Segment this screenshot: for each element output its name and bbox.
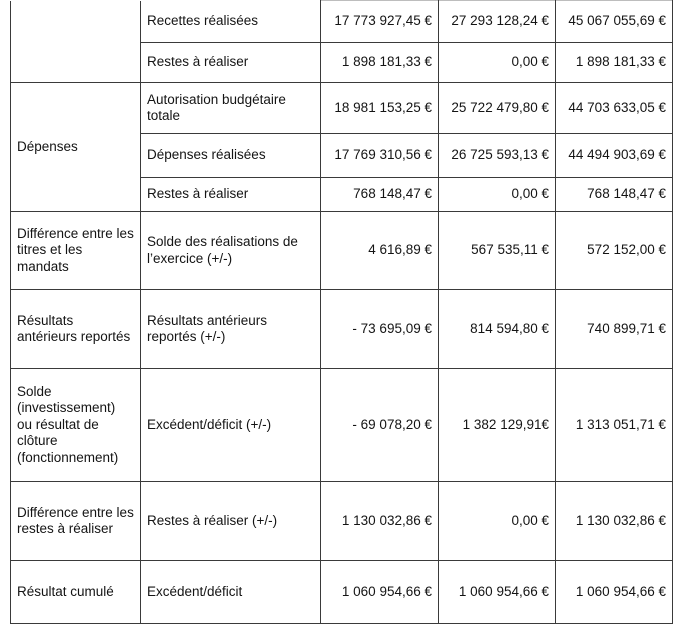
group-cell-cut	[10, 0, 141, 83]
value-cell: 0,00 €	[438, 481, 556, 561]
group-cell-difference-titres-mandats: Différence entre les titres et les manda…	[10, 211, 141, 290]
group-cell-resultats-anterieurs: Résultats antérieurs reportés	[10, 289, 141, 369]
label-cell: Autorisation budgétaire totale	[140, 82, 321, 134]
value-cell: 27 293 128,24 €	[438, 0, 556, 43]
value-cell: 4 616,89 €	[320, 211, 439, 290]
table-row: Restes à réaliser 1 898 181,33 € 0,00 € …	[11, 42, 673, 83]
value-cell: 44 494 903,69 €	[555, 133, 673, 178]
value-cell: 1 060 954,66 €	[320, 560, 439, 624]
value-cell: 572 152,00 €	[555, 211, 673, 290]
value-cell: 1 060 954,66 €	[438, 560, 556, 624]
table-row: Recettes réalisées 17 773 927,45 € 27 29…	[10, 0, 673, 83]
label-cell: Dépenses réalisées	[140, 133, 321, 178]
value-cell: 44 703 633,05 €	[555, 82, 673, 134]
value-cell: 0,00 €	[438, 42, 556, 83]
value-cell: 0,00 €	[438, 177, 556, 212]
group-cell-resultat-cumule: Résultat cumulé	[10, 560, 141, 624]
value-cell: 814 594,80 €	[438, 289, 556, 369]
value-cell: 768 148,47 €	[555, 177, 673, 212]
value-cell: 45 067 055,69 €	[555, 0, 673, 43]
label-cell: Excédent/déficit (+/-)	[140, 368, 321, 482]
label-cell: Restes à réaliser (+/-)	[140, 481, 321, 561]
value-cell: 740 899,71 €	[555, 289, 673, 369]
value-cell: 1 382 129,91€	[438, 368, 556, 482]
table-row: Solde (investissement) ou résultat de cl…	[10, 368, 673, 482]
value-cell: 768 148,47 €	[320, 177, 439, 212]
value-cell: 17 769 310,56 €	[320, 133, 439, 178]
table-row: Différence entre les restes à réaliser R…	[10, 481, 673, 561]
label-cell: Restes à réaliser	[140, 42, 321, 83]
value-cell: - 69 078,20 €	[320, 368, 439, 482]
group-cell-depenses: Dépenses	[10, 82, 141, 212]
group-cell-difference-restes: Différence entre les restes à réaliser	[10, 481, 141, 561]
table-row: Résultats antérieurs reportés Résultats …	[10, 289, 673, 369]
budget-results-table: Recettes réalisées 17 773 927,45 € 27 29…	[10, 0, 673, 624]
value-cell: 567 535,11 €	[438, 211, 556, 290]
table-row: Différence entre les titres et les manda…	[10, 211, 673, 290]
value-cell: 1 898 181,33 €	[320, 42, 439, 83]
table-row: Dépenses réalisées 17 769 310,56 € 26 72…	[11, 133, 673, 178]
group-cell-solde-cloture: Solde (investissement) ou résultat de cl…	[10, 368, 141, 482]
table-row: Restes à réaliser 768 148,47 € 0,00 € 76…	[11, 177, 673, 212]
value-cell: 26 725 593,13 €	[438, 133, 556, 178]
value-cell: 1 898 181,33 €	[555, 42, 673, 83]
label-cell: Recettes réalisées	[140, 0, 321, 43]
table-row: Dépenses Autorisation budgétaire totale …	[10, 82, 673, 212]
value-cell: 1 130 032,86 €	[320, 481, 439, 561]
label-cell: Solde des réalisations de l’exercice (+/…	[140, 211, 321, 290]
label-cell: Résultats antérieurs reportés (+/-)	[140, 289, 321, 369]
value-cell: 18 981 153,25 €	[320, 82, 439, 134]
value-cell: 1 313 051,71 €	[555, 368, 673, 482]
value-cell: 25 722 479,80 €	[438, 82, 556, 134]
value-cell: 17 773 927,45 €	[320, 0, 439, 43]
label-cell: Excédent/déficit	[140, 560, 321, 624]
value-cell: - 73 695,09 €	[320, 289, 439, 369]
value-cell: 1 060 954,66 €	[555, 560, 673, 624]
table-row: Résultat cumulé Excédent/déficit 1 060 9…	[10, 560, 673, 624]
value-cell: 1 130 032,86 €	[555, 481, 673, 561]
label-cell: Restes à réaliser	[140, 177, 321, 212]
